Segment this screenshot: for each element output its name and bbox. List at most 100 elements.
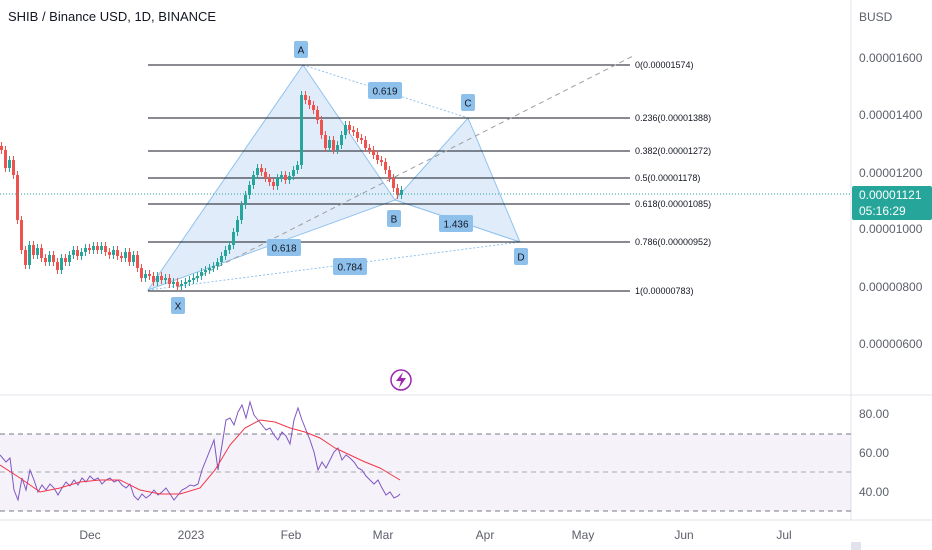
candle-body xyxy=(200,272,203,276)
candle-body xyxy=(388,170,391,178)
point-label-d: D xyxy=(514,248,528,265)
ratio-label-4: 0.784 xyxy=(333,258,367,275)
svg-text:0.618: 0.618 xyxy=(271,244,296,255)
price-axis-currency: BUSD xyxy=(859,10,893,24)
candle-body xyxy=(120,256,123,258)
rsi-tick: 60.00 xyxy=(859,446,889,460)
chart-title: SHIB / Binance USD, 1D, BINANCE xyxy=(8,9,217,24)
candle-body xyxy=(144,274,147,278)
time-label: Apr xyxy=(476,528,495,542)
candle-body xyxy=(232,232,235,245)
point-label-b: B xyxy=(387,210,401,227)
candle-body xyxy=(384,162,387,170)
candle-body xyxy=(180,284,183,286)
svg-text:0.784: 0.784 xyxy=(337,263,362,274)
candle-body xyxy=(224,250,227,256)
candle-body xyxy=(96,246,99,250)
svg-text:1.436: 1.436 xyxy=(443,220,468,231)
rsi-pane[interactable] xyxy=(0,400,851,512)
candle-body xyxy=(312,105,315,110)
candle-body xyxy=(392,178,395,188)
candle-body xyxy=(320,120,323,135)
candle-body xyxy=(268,178,271,182)
candle-body xyxy=(352,130,355,132)
candle-body xyxy=(380,160,383,162)
candle-body xyxy=(252,175,255,185)
ratio-label-3: 0.618 xyxy=(267,239,301,256)
candle-body xyxy=(152,276,155,282)
candle-body xyxy=(264,172,267,178)
scale-corner[interactable] xyxy=(851,542,861,550)
pattern-ac-line xyxy=(302,64,469,119)
candle-body xyxy=(172,282,175,284)
rsi-tick: 40.00 xyxy=(859,485,889,499)
candle-body xyxy=(356,132,359,138)
candle-body xyxy=(240,205,243,220)
candle-body xyxy=(108,252,111,255)
candle-body xyxy=(80,252,83,256)
candle-body xyxy=(400,190,403,195)
candle-body xyxy=(296,165,299,170)
candle-body xyxy=(72,250,75,255)
candle-body xyxy=(112,250,115,255)
candle-body xyxy=(124,252,127,258)
ratio-label-2: 1.436 xyxy=(439,215,473,232)
candle-body xyxy=(328,140,331,148)
candle-body xyxy=(208,268,211,270)
candle-body xyxy=(100,246,103,250)
fib-level-label: 1(0.00000783) xyxy=(635,286,694,296)
candle-body xyxy=(116,250,119,256)
time-label: May xyxy=(572,528,595,542)
candle-body xyxy=(284,175,287,180)
candle-body xyxy=(184,282,187,284)
candle-body xyxy=(40,248,43,258)
price-tick: 0.00001400 xyxy=(859,108,923,122)
candle-body xyxy=(28,245,31,265)
candle-body xyxy=(8,160,11,168)
candle-body xyxy=(228,245,231,250)
candle-body xyxy=(248,185,251,195)
candle-body xyxy=(160,276,163,280)
candle-body xyxy=(260,168,263,172)
point-label-x: X xyxy=(171,297,185,314)
candle-body xyxy=(4,150,7,168)
candle-body xyxy=(52,255,55,262)
candlestick-series[interactable] xyxy=(0,91,403,290)
candle-body xyxy=(376,155,379,160)
candle-body xyxy=(88,248,91,250)
lightning-icon[interactable] xyxy=(390,369,412,391)
candle-body xyxy=(48,255,51,262)
candle-body xyxy=(340,135,343,145)
svg-text:0.619: 0.619 xyxy=(372,87,397,98)
rsi-ma-line xyxy=(0,419,401,495)
candle-body xyxy=(204,270,207,272)
candle-body xyxy=(36,248,39,255)
rsi-tick: 80.00 xyxy=(859,407,889,421)
candle-body xyxy=(84,248,87,252)
candle-body xyxy=(288,176,291,180)
candle-body xyxy=(324,135,327,148)
candle-body xyxy=(348,125,351,130)
svg-text:05:16:29: 05:16:29 xyxy=(859,204,906,218)
candle-body xyxy=(344,125,347,135)
time-label: Dec xyxy=(79,528,100,542)
candle-body xyxy=(332,140,335,150)
candle-body xyxy=(32,245,35,255)
candle-body xyxy=(20,220,23,250)
ratio-label-1: 0.619 xyxy=(368,82,402,99)
candle-body xyxy=(396,188,399,195)
point-label-c: C xyxy=(461,94,475,111)
fib-level-label: 0.5(0.00001178) xyxy=(635,173,700,183)
candle-body xyxy=(64,258,67,262)
candle-body xyxy=(212,266,215,268)
trend-line[interactable] xyxy=(177,54,636,288)
time-label: 2023 xyxy=(178,528,205,542)
fib-retracement[interactable]: 0(0.00001574) 0.236(0.00001388) 0.382(0.00… xyxy=(148,60,711,296)
price-tick: 0.00001600 xyxy=(859,51,923,65)
candle-body xyxy=(136,255,139,268)
candle-body xyxy=(316,110,319,120)
candle-body xyxy=(336,145,339,150)
candle-body xyxy=(368,148,371,150)
candle-body xyxy=(0,146,3,150)
